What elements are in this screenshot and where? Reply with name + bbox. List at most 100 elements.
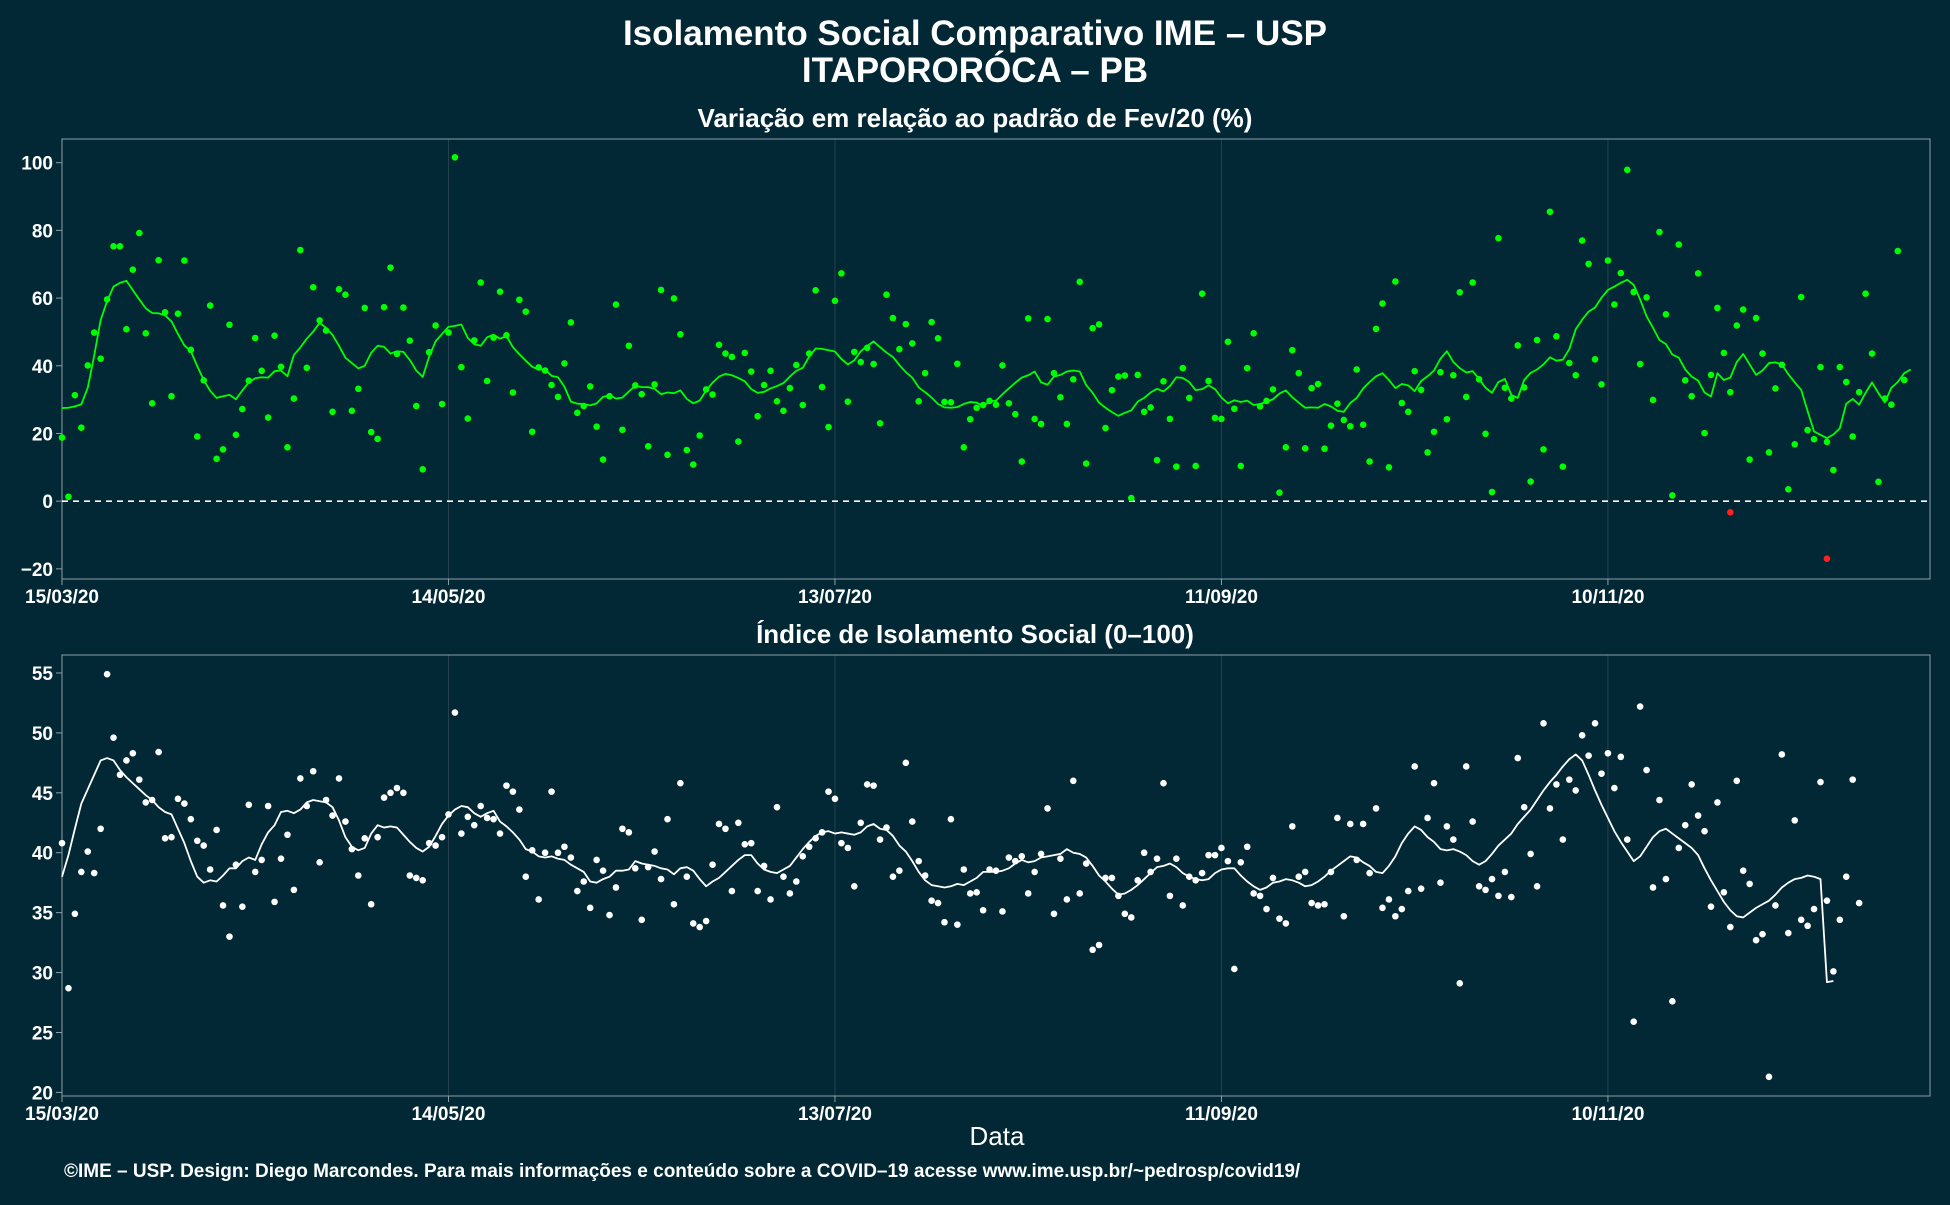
top-daily-point [1739, 306, 1747, 313]
top-daily-point [844, 398, 852, 405]
top-daily-point [1115, 373, 1122, 380]
bottom-daily-point [612, 884, 620, 891]
bottom-daily-point [1166, 892, 1174, 900]
top-daily-point [277, 363, 285, 371]
bottom-daily-point [1830, 968, 1837, 975]
bottom-daily-point [1069, 777, 1077, 785]
bottom-daily-point [1108, 874, 1116, 882]
top-daily-point [709, 391, 716, 398]
top-daily-point [374, 435, 381, 443]
top-daily-point [625, 342, 633, 350]
top-daily-point [896, 345, 903, 353]
top-daily-point [1894, 247, 1902, 255]
bottom-daily-point [670, 900, 678, 908]
top-daily-point [664, 451, 671, 459]
bottom-daily-point [367, 900, 375, 908]
bottom-daily-point [271, 898, 278, 906]
top-ytick-label: 80 [32, 221, 53, 242]
bottom-daily-point [1160, 779, 1167, 787]
top-daily-point [999, 362, 1006, 369]
top-daily-point [1231, 405, 1238, 413]
bottom-daily-point [1810, 905, 1818, 913]
bottom-daily-point [174, 795, 182, 803]
top-daily-point [1037, 420, 1045, 428]
top-daily-point [1243, 364, 1251, 372]
bottom-daily-point [1289, 823, 1296, 830]
top-daily-point [193, 433, 201, 440]
top-daily-point [1211, 414, 1219, 422]
bottom-daily-point [1669, 998, 1676, 1005]
top-daily-point [1482, 430, 1489, 438]
top-daily-point [181, 257, 188, 264]
top-daily-point [677, 330, 684, 338]
top-daily-point [670, 295, 678, 302]
top-daily-point [1662, 311, 1670, 318]
bottom-daily-point [1295, 873, 1303, 880]
top-daily-point [1450, 371, 1457, 379]
bottom-daily-point [631, 865, 639, 872]
bottom-daily-point [1346, 820, 1354, 828]
top-daily-point [445, 329, 452, 336]
top-daily-point [1392, 278, 1399, 285]
bottom-daily-point [702, 917, 710, 925]
top-daily-point [309, 283, 317, 291]
top-daily-point [908, 340, 916, 347]
top-daily-point [754, 412, 761, 420]
top-daily-point [838, 270, 845, 277]
top-daily-point [954, 360, 961, 368]
top-daily-point [1701, 429, 1708, 437]
bottom-daily-point [1823, 897, 1831, 904]
bottom-daily-point [451, 709, 459, 716]
top-daily-point [483, 377, 491, 385]
top-daily-point [554, 393, 562, 401]
bottom-daily-point [1475, 882, 1483, 890]
bottom-daily-point [1018, 853, 1026, 860]
bottom-daily-point [1231, 965, 1238, 973]
top-ytick-label: 100 [21, 154, 53, 175]
top-daily-point [1727, 388, 1734, 396]
bottom-panel-title: Índice de Isolamento Social (0–100) [756, 619, 1194, 649]
bottom-daily-point [863, 781, 871, 788]
bottom-daily-point [1617, 753, 1625, 761]
top-daily-point [355, 385, 362, 393]
top-daily-point [1340, 416, 1348, 424]
top-daily-point [1076, 278, 1084, 286]
bottom-daily-point [1759, 930, 1766, 938]
bottom-daily-point [709, 861, 716, 869]
top-daily-point [1160, 378, 1167, 385]
bottom-daily-point [767, 896, 774, 903]
bottom-daily-point [496, 830, 504, 837]
top-daily-point [148, 400, 156, 407]
top-daily-point [1714, 304, 1721, 312]
top-daily-point [1733, 322, 1741, 329]
top-daily-point [1611, 301, 1618, 308]
bottom-daily-point [870, 782, 877, 789]
bottom-daily-point [1514, 754, 1522, 762]
bottom-daily-point [342, 818, 349, 825]
top-daily-point [657, 286, 665, 294]
top-daily-point [168, 392, 175, 400]
bottom-daily-point [1533, 882, 1541, 890]
bottom-daily-point [1623, 836, 1631, 843]
top-daily-point [1437, 368, 1444, 376]
bottom-daily-point [1308, 899, 1315, 907]
top-daily-point [174, 310, 182, 317]
bottom-daily-point [90, 869, 98, 877]
top-daily-point [876, 420, 884, 427]
top-daily-point [1804, 426, 1811, 434]
top-daily-point [342, 291, 349, 298]
top-daily-point [290, 395, 298, 402]
bottom-daily-point [1636, 703, 1644, 710]
bottom-ytick-label: 40 [32, 844, 53, 865]
bottom-daily-point [1598, 770, 1605, 777]
bottom-daily-point [876, 836, 884, 843]
bottom-daily-point [1591, 720, 1599, 727]
bottom-ytick-label: 50 [32, 724, 53, 745]
bottom-daily-point [1372, 805, 1380, 812]
bottom-daily-point [1772, 902, 1779, 909]
bottom-daily-point [419, 876, 427, 884]
top-daily-point [619, 426, 626, 434]
top-daily-point [1198, 290, 1206, 297]
top-daily-point [1855, 388, 1863, 396]
top-daily-point [651, 381, 658, 388]
